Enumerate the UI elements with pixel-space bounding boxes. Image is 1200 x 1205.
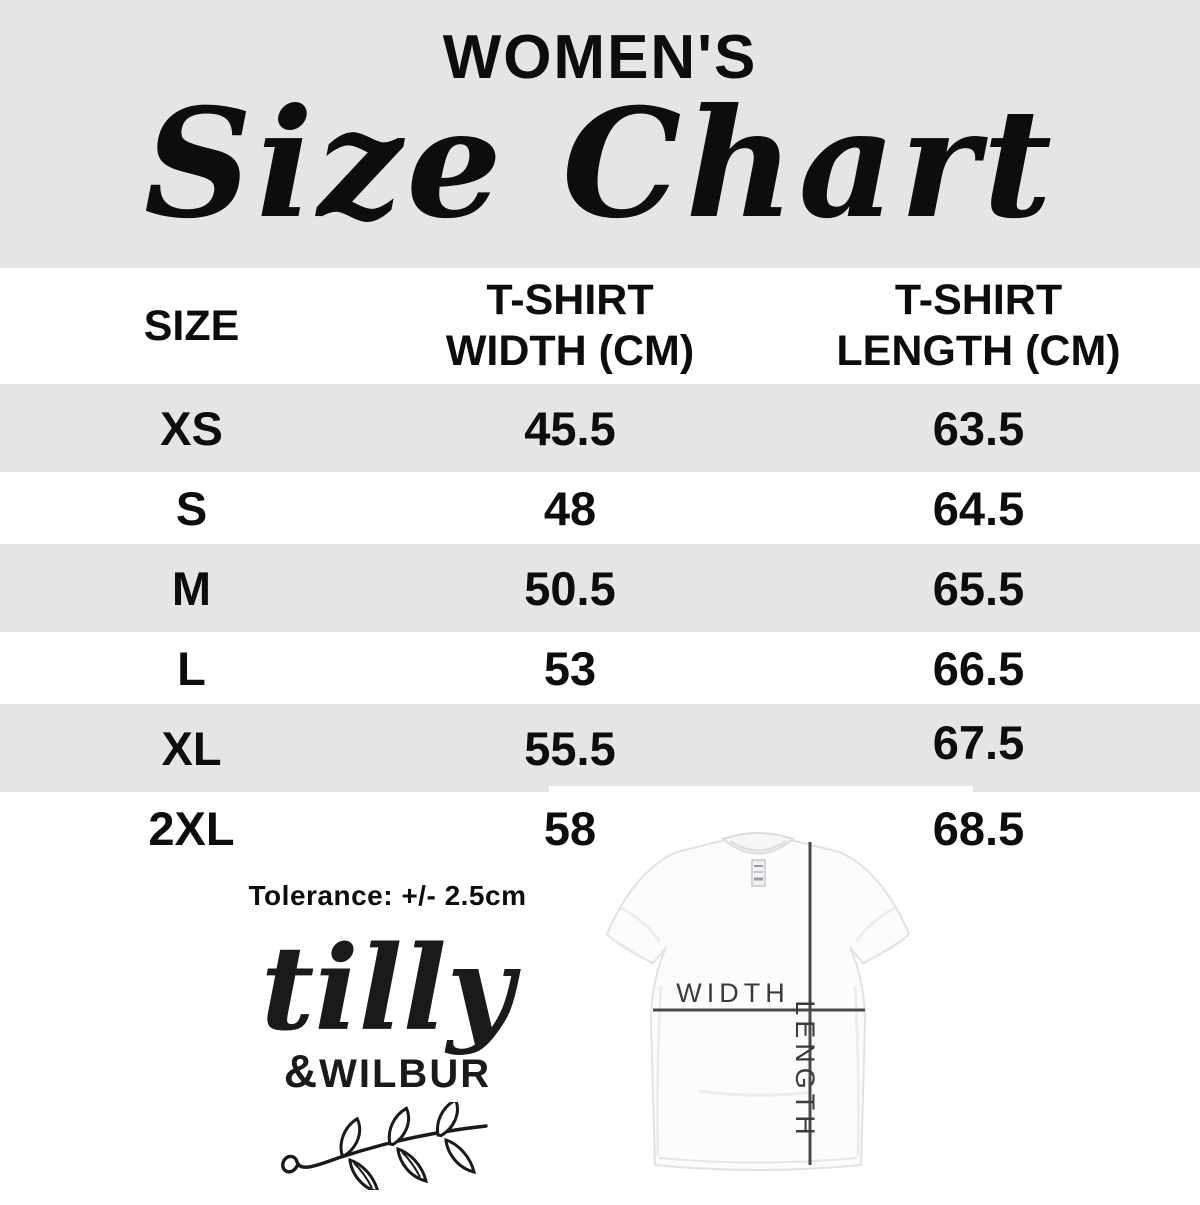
column-header-length-line1: T-SHIRT (894, 276, 1063, 324)
brand-logo-caps: &WILBUR (215, 1044, 560, 1098)
tshirt-stitching (610, 937, 906, 1164)
row-band-xs (0, 384, 1200, 472)
row-band-m (0, 544, 1200, 632)
table-row-xs: XS 45.5 63.5 (0, 384, 1200, 472)
brand-caps-text: WILBUR (319, 1052, 492, 1097)
brand-ampersand: & (283, 1045, 320, 1098)
column-header-width-line2: WIDTH (CM) (445, 327, 695, 375)
laurel-branch-icon (215, 1097, 560, 1195)
table-header-row: SIZE T-SHIRT WIDTH (CM) T-SHIRT LENGTH (… (0, 268, 1200, 384)
row-band-xl (0, 704, 1200, 792)
size-cell: S (175, 481, 208, 535)
tshirt-illustration: WIDTH LENGTH (549, 786, 973, 1200)
length-cell: 63.5 (932, 401, 1025, 455)
column-header-width-line1: T-SHIRT (486, 276, 654, 324)
width-label: WIDTH (676, 978, 789, 1008)
table-row-xl: XL 55.5 67.5 (0, 704, 1200, 792)
width-cell: 48 (543, 481, 597, 535)
page-title: Size Chart (143, 76, 1057, 252)
size-cell: L (177, 641, 206, 695)
column-header-width: T-SHIRT WIDTH (CM) (383, 275, 757, 377)
size-table: SIZE T-SHIRT WIDTH (CM) T-SHIRT LENGTH (… (0, 268, 1200, 864)
header-kicker: WOMEN'S (442, 23, 758, 92)
size-cell: XL (161, 721, 222, 775)
tshirt-collar-inner (729, 840, 787, 852)
column-header-size: SIZE (143, 301, 240, 350)
length-label: LENGTH (790, 1000, 820, 1140)
table-row-l: L 53 66.5 (0, 632, 1200, 704)
width-cell: 53 (543, 641, 597, 695)
width-cell: 50.5 (524, 561, 616, 615)
tshirt-shading (620, 906, 896, 1157)
tolerance-note: Tolerance: +/- 2.5cm (248, 880, 527, 911)
size-cell: XS (160, 401, 223, 455)
size-cell: M (171, 561, 212, 615)
brand-logo-script: tilly (260, 921, 515, 1057)
table-row-2xl: 2XL 58 68.5 (0, 792, 1200, 864)
tshirt-collar (720, 832, 796, 855)
tshirt-neck-tag (751, 859, 766, 887)
tshirt-diagram-svg: WIDTH LENGTH (605, 832, 911, 1171)
length-cell: 67.5 (932, 715, 1025, 769)
table-row-s: S 48 64.5 (0, 472, 1200, 544)
length-cell: 64.5 (932, 481, 1025, 535)
column-header-length: T-SHIRT LENGTH (CM) (757, 275, 1200, 377)
column-header-length-line2: LENGTH (CM) (836, 327, 1121, 375)
length-cell: 66.5 (932, 641, 1025, 695)
size-cell: 2XL (148, 801, 235, 855)
footer-brand-block: Tolerance: +/- 2.5cm tilly &WILBUR (215, 880, 560, 1195)
length-cell: 68.5 (932, 801, 1025, 855)
width-cell: 45.5 (524, 401, 616, 455)
width-cell: 55.5 (524, 721, 616, 775)
table-row-m: M 50.5 65.5 (0, 544, 1200, 632)
length-cell: 65.5 (932, 561, 1025, 615)
width-cell: 58 (543, 801, 597, 855)
header-band: WOMEN'S Size Chart (0, 0, 1200, 268)
